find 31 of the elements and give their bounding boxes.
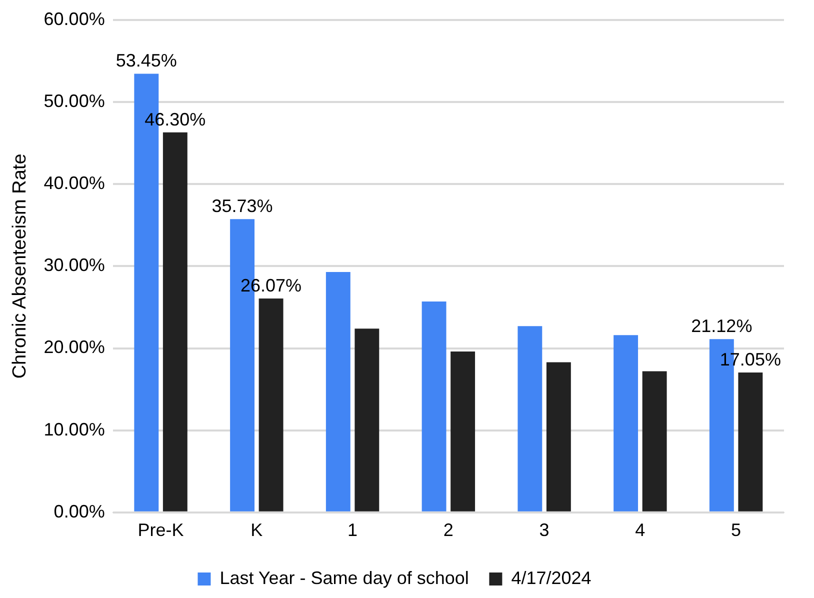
bar [258,298,284,512]
x-tick-label: Pre-K [138,520,184,540]
x-tick-label: 1 [348,520,358,540]
bar [642,371,667,512]
bar [422,301,446,512]
y-tick-label: 40.00% [44,173,105,194]
y-tick-label: 0.00% [54,501,105,522]
x-tick-label: 3 [539,520,550,540]
bar [518,326,542,512]
y-axis-title: Chronic Absenteeism Rate [10,154,31,379]
y-tick-label: 60.00% [44,8,105,29]
x-tick-label: K [250,520,263,540]
bar [614,335,638,512]
y-tick-label: 20.00% [44,337,105,358]
x-tick-label: 4 [635,520,646,540]
bar [546,362,571,512]
data-label: 35.73% [212,196,273,216]
data-label: 21.12% [691,316,752,336]
bar [326,272,350,512]
y-tick-label: 50.00% [44,91,105,112]
bar [162,132,188,512]
bar [354,328,380,512]
y-tick-label: 30.00% [44,255,105,276]
legend-label: Last Year - Same day of school [220,568,469,588]
y-tick-label: 10.00% [44,419,105,440]
x-tick-label: 2 [443,520,454,540]
legend-label: 4/17/2024 [511,568,592,588]
bar [738,372,763,512]
bar [450,352,476,512]
data-label: 53.45% [116,50,177,71]
x-tick-label: 5 [731,520,742,540]
